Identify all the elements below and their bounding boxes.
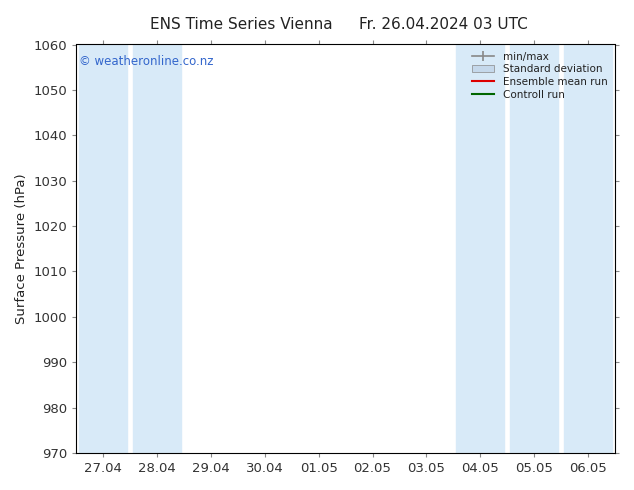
Bar: [456, 45, 505, 453]
Bar: [133, 45, 181, 453]
Legend: min/max, Standard deviation, Ensemble mean run, Controll run: min/max, Standard deviation, Ensemble me…: [467, 48, 612, 104]
Text: Fr. 26.04.2024 03 UTC: Fr. 26.04.2024 03 UTC: [359, 17, 528, 32]
Text: ENS Time Series Vienna: ENS Time Series Vienna: [150, 17, 332, 32]
Text: © weatheronline.co.nz: © weatheronline.co.nz: [79, 55, 214, 68]
Y-axis label: Surface Pressure (hPa): Surface Pressure (hPa): [15, 173, 28, 324]
Bar: [564, 45, 612, 453]
Bar: [79, 45, 127, 453]
Bar: [510, 45, 559, 453]
